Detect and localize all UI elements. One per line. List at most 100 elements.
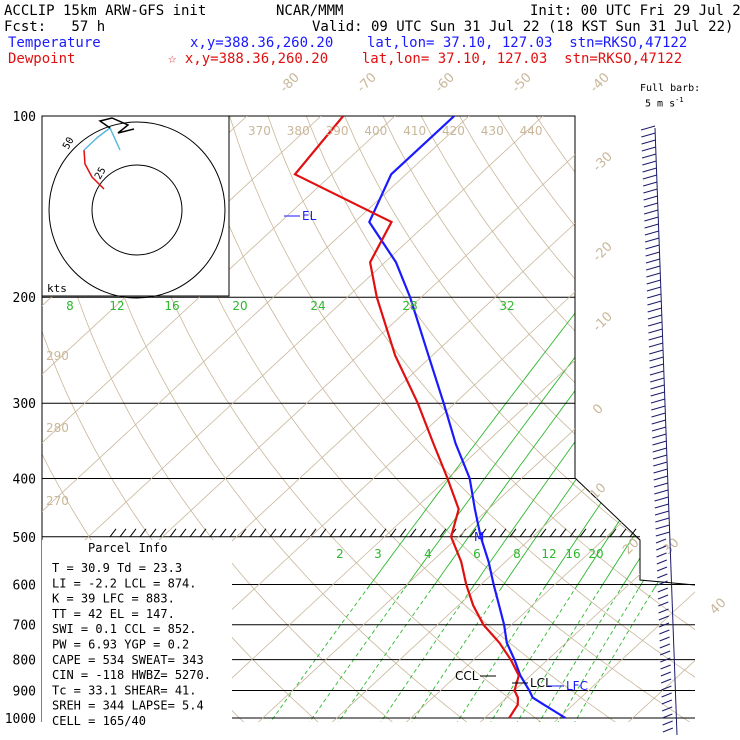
hodograph-label-25: 25 <box>93 166 109 182</box>
wind-barb <box>658 615 670 621</box>
mixing-ratio-line-lower <box>332 584 436 722</box>
wind-barb <box>651 412 666 418</box>
hodograph-ring-50 <box>48 121 226 299</box>
hatch-mark <box>329 528 337 538</box>
mixing-ratio-label: 16 <box>164 299 179 313</box>
pressure-tick-label: 300 <box>13 397 36 412</box>
dry-adiabat <box>728 116 740 731</box>
pressure-tick-label: 500 <box>13 531 36 546</box>
hatch-mark <box>179 528 187 538</box>
parcel-line: SREH = 344 LAPSE= 5.4 <box>52 699 204 713</box>
barb-note-exponent: -1 <box>675 96 684 104</box>
dry-adiabat <box>420 116 695 722</box>
hatch-mark <box>469 528 477 538</box>
wind-barb <box>651 426 667 432</box>
wind-barb <box>641 146 656 152</box>
mixing-ratio-line-lower <box>552 584 642 722</box>
temperature-label: Temperature <box>8 35 101 51</box>
wind-barb <box>649 349 664 355</box>
isotherm <box>692 116 695 722</box>
theta-e-label: 380 <box>287 124 310 138</box>
wind-barb <box>654 496 669 502</box>
hatch-mark <box>339 528 347 538</box>
wind-barb <box>642 181 658 187</box>
hatch-mark <box>239 528 247 538</box>
wind-barb <box>647 314 663 320</box>
org-title: NCAR/MMM <box>276 3 344 19</box>
mixing-ratio-line <box>620 269 695 590</box>
hatch-mark <box>319 528 327 538</box>
hodograph-trace-high <box>98 117 135 134</box>
mixing-ratio-label-lower: 3 <box>374 547 382 561</box>
mixing-ratio-line <box>543 269 695 590</box>
temperature-location: x,y=388.36,260.20 lat,lon= 37.10, 127.03… <box>190 35 688 51</box>
hatch-mark <box>619 528 627 538</box>
barb-note: Full barb: <box>640 83 701 94</box>
mixing-ratio-label-lower: 4 <box>424 547 432 561</box>
isotherm <box>174 116 695 722</box>
mixing-ratio-line-lower <box>374 584 475 722</box>
mixing-ratio-label: 20 <box>232 299 247 313</box>
wind-barb <box>644 216 659 222</box>
wind-barb <box>653 482 669 488</box>
hodograph-trace-mid <box>83 126 121 151</box>
mixing-ratio-label-lower: 20 <box>588 547 603 561</box>
wind-barb <box>645 258 661 264</box>
wind-barb <box>649 356 664 362</box>
dewpoint-label: Dewpoint <box>8 51 76 67</box>
mixing-ratio-label: 12 <box>109 299 124 313</box>
hatch-mark <box>419 528 427 538</box>
wind-barb <box>650 384 665 390</box>
isotherm <box>42 116 410 722</box>
wind-barb <box>646 279 661 285</box>
isotherm <box>396 116 695 722</box>
hatch-mark <box>359 528 367 538</box>
parcel-line: CELL = 165/40 <box>52 714 146 728</box>
wind-barb <box>657 580 668 586</box>
wind-barb <box>650 377 665 383</box>
hatch-mark <box>269 528 277 538</box>
wind-barb <box>643 209 659 215</box>
parcel-line: PW = 6.93 YGP = 0.2 <box>52 638 189 652</box>
wind-barb <box>649 363 664 369</box>
hatch-mark <box>229 528 237 538</box>
wind-barb <box>662 727 674 733</box>
hatch-mark <box>599 528 607 538</box>
wind-barb <box>655 517 670 523</box>
isotherm <box>544 116 695 722</box>
hatch-mark <box>549 528 557 538</box>
annotation-lfc: LFC <box>566 679 588 693</box>
hatch-mark <box>249 528 257 538</box>
wind-barb <box>659 629 670 635</box>
hatch-mark <box>379 528 387 538</box>
valid-time: Valid: 09 UTC Sun 31 Jul 22 (18 KST Sun … <box>312 19 734 35</box>
pressure-tick-label: 400 <box>13 472 36 487</box>
dry-adiabat <box>688 116 695 722</box>
wind-barb <box>660 664 671 670</box>
mixing-ratio-line-lower <box>511 584 604 722</box>
wind-barb <box>642 174 657 180</box>
mixing-ratio-label-lower: 16 <box>565 547 580 561</box>
dry-adiabat <box>459 116 695 722</box>
wind-barb <box>655 531 670 537</box>
hatch-mark <box>159 528 167 538</box>
wind-barb <box>648 335 663 341</box>
pressure-tick-label: 1000 <box>5 712 36 727</box>
isotherm <box>470 116 695 722</box>
temperature-tick-label: -70 <box>354 70 380 96</box>
isotherm <box>42 116 484 722</box>
hatch-mark <box>139 528 147 538</box>
wind-barb <box>655 524 670 530</box>
parcel-box <box>42 540 232 722</box>
hatch-mark <box>199 528 207 538</box>
theta-label: 290 <box>46 349 69 363</box>
hatch-mark <box>279 528 287 538</box>
mixing-ratio-line-lower <box>451 584 547 722</box>
wind-barb <box>641 153 657 159</box>
annotation-el: EL <box>302 209 317 223</box>
pressure-tick-label: 700 <box>13 619 36 634</box>
hatch-mark <box>429 528 437 538</box>
hatch-mark <box>409 528 417 538</box>
parcel-line: CAPE = 534 SWEAT= 343 <box>52 653 204 667</box>
